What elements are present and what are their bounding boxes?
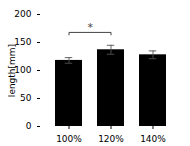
svg-text:120%: 120% — [98, 134, 124, 144]
svg-text:140%: 140% — [140, 134, 166, 144]
svg-text:100%: 100% — [56, 134, 82, 144]
svg-text:100: 100 — [14, 65, 31, 75]
svg-text:0: 0 — [26, 121, 32, 131]
svg-text:150: 150 — [14, 37, 31, 47]
svg-text:50: 50 — [20, 93, 32, 103]
svg-text:*: * — [87, 21, 93, 34]
svg-text:200: 200 — [14, 9, 31, 19]
svg-text:length[mm]: length[mm] — [7, 44, 17, 97]
